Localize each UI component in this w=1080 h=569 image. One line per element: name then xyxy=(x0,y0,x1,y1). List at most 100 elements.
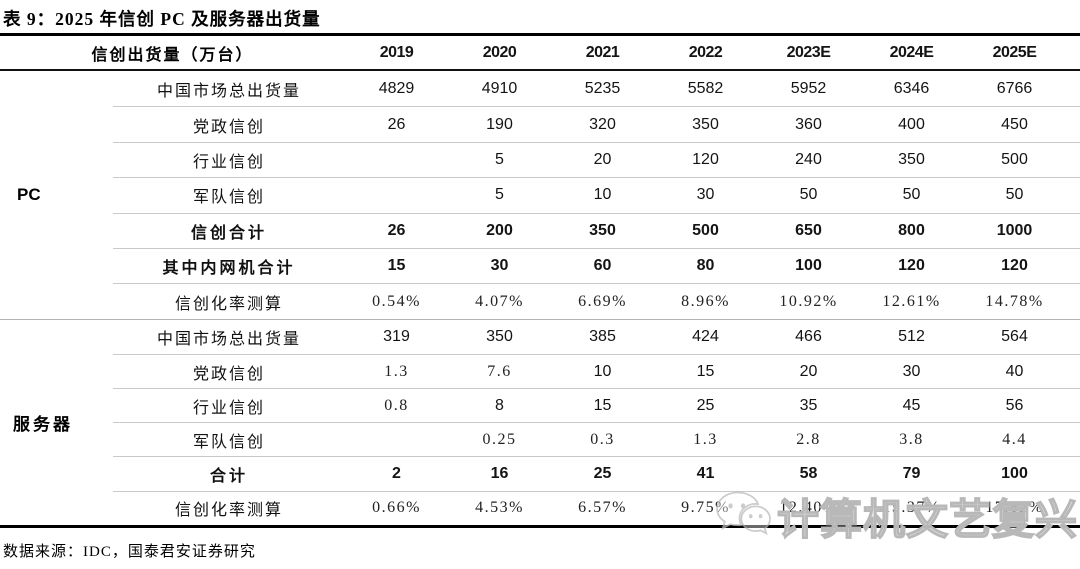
value-cell: 25 xyxy=(593,465,612,483)
value-cell: 15.37% xyxy=(882,499,941,517)
value-cell: 385 xyxy=(589,327,616,345)
value-cell: 56 xyxy=(1005,396,1024,414)
header-year: 2024E xyxy=(889,43,934,61)
value-cell: 564 xyxy=(1001,327,1028,345)
value-cell: 450 xyxy=(1001,115,1028,133)
header-year: 2022 xyxy=(688,43,723,61)
shipments-table: 信创出货量（万台） 2019 2020 2021 2022 2023E 2024… xyxy=(0,33,1080,528)
value-cell: 50 xyxy=(799,186,818,204)
table-header-row: 信创出货量（万台） 2019 2020 2021 2022 2023E 2024… xyxy=(0,36,1080,71)
row-label: 合计 xyxy=(209,468,248,486)
table-row: 信创化率测算 0.54% 4.07% 6.69% 8.96% 10.92% 12.61% 14… xyxy=(113,283,1080,318)
header-year: 2023E xyxy=(786,43,831,61)
row-label: 行业信创 xyxy=(192,399,265,417)
value-cell: 100 xyxy=(795,257,822,275)
value-cell: 35 xyxy=(799,396,818,414)
value-cell: 20 xyxy=(593,150,612,168)
value-cell: 424 xyxy=(692,327,719,345)
value-cell: 12.40% xyxy=(779,499,838,517)
value-cell: 25 xyxy=(696,396,715,414)
value-cell: 50 xyxy=(902,186,921,204)
value-cell: 319 xyxy=(383,327,410,345)
value-cell: 120 xyxy=(1001,257,1028,275)
value-cell: 0.54% xyxy=(372,292,421,310)
group-label: 服务器 xyxy=(13,414,73,434)
value-cell: 650 xyxy=(795,221,822,239)
value-cell: 14.78% xyxy=(985,292,1044,310)
value-cell: 4829 xyxy=(378,79,415,97)
value-cell: 1.3 xyxy=(693,430,718,448)
value-cell: 320 xyxy=(589,115,616,133)
row-label: 党政信创 xyxy=(192,118,265,136)
value-cell: 500 xyxy=(692,221,719,239)
table-row: 党政信创 26 190 320 350 360 400 450 xyxy=(113,106,1080,141)
row-label: 信创合计 xyxy=(190,224,267,242)
table-row: 党政信创 1.3 7.6 10 15 20 30 40 xyxy=(113,353,1080,388)
table-body: PC 中国市场总出货量 4829 4910 5235 5582 5952 6346 6766 党政… xyxy=(0,71,1080,525)
group-label: PC xyxy=(17,184,41,204)
value-cell: 3.8 xyxy=(899,430,924,448)
value-cell: 800 xyxy=(898,221,925,239)
value-cell: 79 xyxy=(902,465,921,483)
data-source-note: 数据来源：IDC，国泰君安证券研究 xyxy=(3,543,256,560)
value-cell: 15 xyxy=(696,362,715,380)
value-cell: 10 xyxy=(593,186,612,204)
value-cell: 0.3 xyxy=(590,430,615,448)
value-cell: 41 xyxy=(696,465,715,483)
value-cell: 360 xyxy=(795,115,822,133)
value-cell: 60 xyxy=(593,257,612,275)
table-title: 表 9：2025 年信创 PC 及服务器出货量 xyxy=(3,9,321,29)
value-cell: 8 xyxy=(495,396,504,414)
value-cell: 400 xyxy=(898,115,925,133)
value-cell: 6.69% xyxy=(578,292,627,310)
header-year: 2020 xyxy=(482,43,517,61)
value-cell: 350 xyxy=(898,150,925,168)
value-cell: 350 xyxy=(486,327,513,345)
table-row: 中国市场总出货量 4829 4910 5235 5582 5952 6346 6766 xyxy=(113,71,1080,106)
value-cell: 2 xyxy=(392,465,401,483)
row-label: 行业信创 xyxy=(192,153,265,171)
value-cell: 16 xyxy=(490,465,509,483)
value-cell: 15 xyxy=(593,396,612,414)
row-label: 党政信创 xyxy=(192,365,265,383)
value-cell: 30 xyxy=(696,186,715,204)
value-cell: 4.53% xyxy=(475,499,524,517)
value-cell: 350 xyxy=(589,221,616,239)
value-cell: 9.75% xyxy=(681,499,730,517)
value-cell: 6766 xyxy=(996,79,1033,97)
value-cell: 5952 xyxy=(790,79,827,97)
value-cell: 7.6 xyxy=(487,362,512,380)
row-label: 中国市场总出货量 xyxy=(156,82,301,100)
value-cell: 5 xyxy=(495,150,504,168)
value-cell: 10.92% xyxy=(779,292,838,310)
value-cell: 26 xyxy=(387,115,406,133)
table-row: 合计 2 16 25 41 58 79 100 xyxy=(113,456,1080,490)
value-cell: 5582 xyxy=(687,79,724,97)
value-cell: 500 xyxy=(1001,150,1028,168)
table-group-server: 服务器 中国市场总出货量 319 350 385 424 466 512 564 党政信创 1.3 7… xyxy=(0,318,1080,525)
value-cell: 30 xyxy=(490,257,509,275)
value-cell: 5235 xyxy=(584,79,621,97)
header-year: 2019 xyxy=(379,43,414,61)
value-cell: 15 xyxy=(387,257,406,275)
value-cell: 120 xyxy=(692,150,719,168)
value-cell: 200 xyxy=(486,221,513,239)
value-cell: 6346 xyxy=(893,79,930,97)
value-cell: 350 xyxy=(692,115,719,133)
value-cell: 10 xyxy=(593,362,612,380)
value-cell: 0.25 xyxy=(482,430,517,448)
value-cell: 4.4 xyxy=(1002,430,1027,448)
value-cell: 6.57% xyxy=(578,499,627,517)
table-row: 中国市场总出货量 319 350 385 424 466 512 564 xyxy=(113,320,1080,354)
row-label: 中国市场总出货量 xyxy=(156,330,301,348)
value-cell: 120 xyxy=(898,257,925,275)
value-cell: 20 xyxy=(799,362,818,380)
value-cell: 30 xyxy=(902,362,921,380)
row-label: 信创化率测算 xyxy=(174,295,283,313)
table-row: 行业信创 5 20 120 240 350 500 xyxy=(113,141,1080,177)
header-year: 2021 xyxy=(585,43,620,61)
value-cell: 240 xyxy=(795,150,822,168)
table-group-pc: PC 中国市场总出货量 4829 4910 5235 5582 5952 6346 6766 党政… xyxy=(0,71,1080,319)
table-row: 行业信创 0.8 8 15 25 35 45 56 xyxy=(113,388,1080,422)
